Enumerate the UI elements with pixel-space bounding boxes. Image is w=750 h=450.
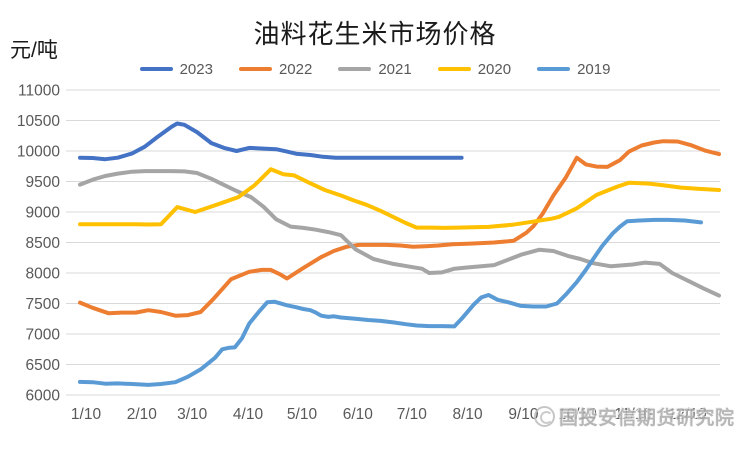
y-axis-unit-label: 元/吨 [10,39,58,62]
x-tick-label: 4/10 [233,406,264,423]
legend-swatch-2020 [437,66,471,72]
series-line-2020 [78,167,721,230]
x-tick-label: 12/10 [668,406,707,423]
x-tick-label: 8/10 [453,406,484,423]
watermark-text: 国投安信期货研究院 [559,407,735,429]
legend-item-2019: 2019 [537,61,610,78]
legend-label: 2022 [278,60,313,78]
y-tick-label: 6500 [26,357,61,374]
x-tick-label: 1/10 [71,406,102,423]
legend-item-2023: 2023 [139,60,213,78]
y-tick-label: 7500 [26,296,61,313]
legend-swatch-2022 [238,66,272,72]
y-tick-label: 8000 [26,266,61,283]
legend-item-2022: 2022 [238,60,313,78]
watermark: 国投安信期货研究院 [534,399,735,433]
legend-swatch-2023 [139,66,173,72]
x-tick-label: 5/10 [287,406,318,423]
chart-title: 油料花生米市场价格 [253,19,497,49]
chart-legend: 2023 2022 2021 2020 2019 [0,58,750,80]
series-line-2019 [78,217,703,387]
y-tick-label: 10000 [17,144,60,161]
y-tick-label: 8500 [26,235,61,252]
x-tick-label: 10/10 [558,406,597,423]
legend-swatch-2019 [537,66,571,72]
y-tick-label: 9000 [26,205,61,222]
series-line-2023 [78,121,464,162]
y-tick-label: 7000 [26,327,61,344]
y-tick-label: 9500 [26,174,61,191]
y-tick-label: 11000 [18,83,60,100]
x-tick-label: 7/10 [397,406,428,423]
y-tick-label: 6000 [26,388,61,405]
x-tick-label: 3/10 [177,406,208,423]
legend-label: 2020 [477,60,512,78]
series-line-2022 [78,139,721,318]
x-tick-label: 9/10 [508,406,539,423]
legend-swatch-2021 [338,66,372,72]
y-tick-label: 10500 [17,113,60,130]
watermark-circle-logo-icon [534,405,555,427]
legend-label: 2021 [378,60,412,78]
x-tick-label: 6/10 [343,406,374,423]
series-line-2021 [78,169,721,298]
x-tick-label: 11/10 [614,406,652,423]
legend-label: 2023 [179,60,213,78]
x-tick-label: 2/10 [127,406,158,423]
legend-item-2021: 2021 [338,60,412,78]
legend-item-2020: 2020 [437,60,512,78]
legend-label: 2019 [577,60,611,78]
